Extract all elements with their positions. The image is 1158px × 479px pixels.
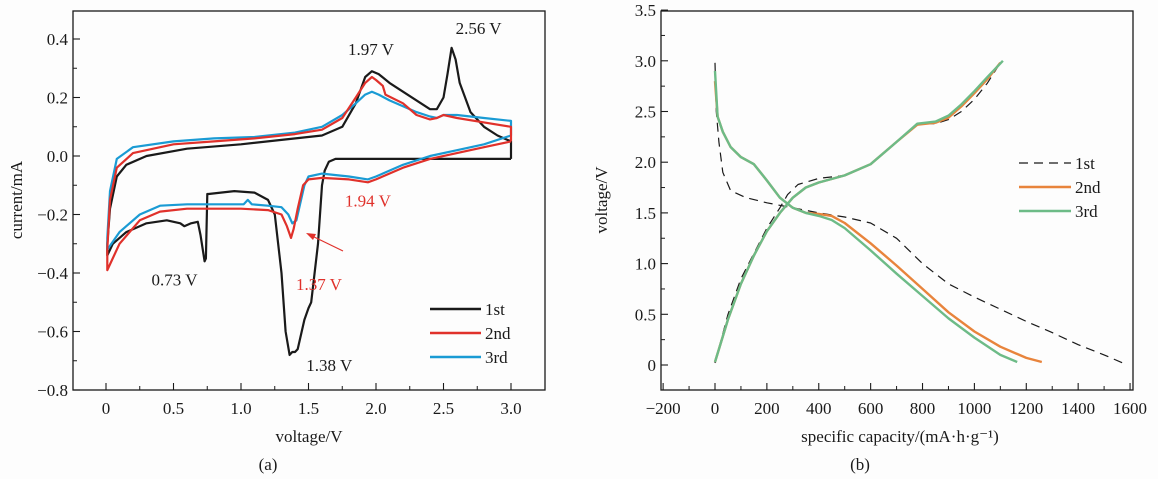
x-tick-label: 0 — [102, 399, 111, 418]
chart-b: −200 0 200 400 600 800 1000 1200 1400 1600 0 0.5 1.… — [592, 1, 1147, 474]
x-tick-label: 1200 — [1009, 399, 1043, 418]
x-tick-label: 2.0 — [365, 399, 386, 418]
y-tick-label: −0.4 — [37, 264, 68, 283]
annotation-label: 1.37 V — [296, 275, 343, 294]
y-axis-label-a: current/mA — [7, 160, 26, 239]
legend-label-3rd: 3rd — [1075, 202, 1098, 221]
legend-a: 1st 2nd 3rd — [430, 300, 511, 367]
y-axis-a: −0.8 −0.6 −0.4 −0.2 0.0 0.2 0.4 — [37, 30, 80, 400]
x-axis-a: 0 0.5 1.0 1.5 2.0 2.5 3.0 — [102, 383, 522, 418]
legend-label-3rd: 3rd — [485, 348, 508, 367]
annotation-label: 1.94 V — [345, 191, 392, 210]
series-line-1st-discharge — [714, 62, 1128, 366]
y-tick-label: 0.0 — [47, 147, 68, 166]
chart-a: 0 0.5 1.0 1.5 2.0 2.5 3.0 −0.8 −0.6 −0.4 −0.2 0.0 0… — [7, 10, 546, 474]
y-tick-label: 0.2 — [47, 89, 68, 108]
legend-label-2nd: 2nd — [485, 324, 511, 343]
series-line-1st — [106, 46, 513, 356]
plot-frame-b — [660, 10, 1134, 391]
annotations-a: 1.97 V 2.56 V 1.94 V 1.37 V 0.73 V 1.38 V — [152, 19, 503, 375]
legend-label-2nd: 2nd — [1075, 178, 1101, 197]
x-tick-label: 200 — [754, 399, 780, 418]
series-line-3rd-charge — [713, 59, 1004, 363]
y-tick-label: 1.5 — [635, 204, 656, 223]
x-tick-label: 0 — [711, 399, 720, 418]
annotation-label: 1.38 V — [306, 356, 353, 375]
arrow-head-icon — [306, 233, 316, 240]
x-tick-label: 1000 — [957, 399, 991, 418]
y-axis-b: 0 0.5 1.0 1.5 2.0 2.5 3.0 3.5 — [635, 1, 668, 375]
y-tick-label: 2.5 — [635, 103, 656, 122]
x-tick-label: 0.5 — [163, 399, 184, 418]
legend-b: 1st 2nd 3rd — [1019, 154, 1101, 221]
y-tick-label: 0.5 — [635, 305, 656, 324]
y-axis-label-b: voltage/V — [592, 166, 611, 234]
y-tick-label: −0.2 — [37, 206, 68, 225]
annotation-label: 0.73 V — [152, 270, 199, 289]
legend-label-1st: 1st — [1075, 154, 1095, 173]
x-tick-label: 600 — [858, 399, 884, 418]
x-tick-label: 1.5 — [298, 399, 319, 418]
x-tick-label: 400 — [806, 399, 832, 418]
y-tick-label: −0.6 — [37, 323, 68, 342]
series-line-2nd — [106, 75, 513, 272]
annotation-label: 2.56 V — [456, 19, 503, 38]
x-tick-label: 1.0 — [230, 399, 251, 418]
x-tick-label: 2.5 — [433, 399, 454, 418]
x-tick-label: 1600 — [1113, 399, 1147, 418]
series-group-a — [106, 46, 513, 356]
y-tick-label: −0.8 — [37, 381, 68, 400]
annotation-label: 1.97 V — [348, 40, 395, 59]
panel-label-b: (b) — [850, 455, 870, 474]
series-group-b — [713, 59, 1128, 366]
x-tick-label: −200 — [646, 399, 681, 418]
series-line-3rd — [106, 90, 513, 251]
y-tick-label: 3.0 — [635, 52, 656, 71]
x-axis-label-a: voltage/V — [275, 427, 343, 446]
series-line-3rd-discharge — [713, 70, 1018, 364]
series-line-2nd-discharge — [713, 81, 1043, 364]
y-tick-label: 2.0 — [635, 153, 656, 172]
y-tick-label: 1.0 — [635, 255, 656, 274]
x-tick-label: 800 — [910, 399, 936, 418]
x-tick-label: 1400 — [1061, 399, 1095, 418]
y-tick-label: 0.4 — [47, 30, 69, 49]
x-axis-b: −200 0 200 400 600 800 1000 1200 1400 1600 — [646, 383, 1147, 418]
y-tick-label: 0 — [648, 356, 657, 375]
legend-label-1st: 1st — [485, 300, 505, 319]
x-axis-label-b: specific capacity/(mA·h·g⁻¹) — [801, 427, 999, 446]
y-tick-label: 3.5 — [635, 1, 656, 20]
panel-label-a: (a) — [259, 455, 278, 474]
x-tick-label: 3.0 — [500, 399, 521, 418]
